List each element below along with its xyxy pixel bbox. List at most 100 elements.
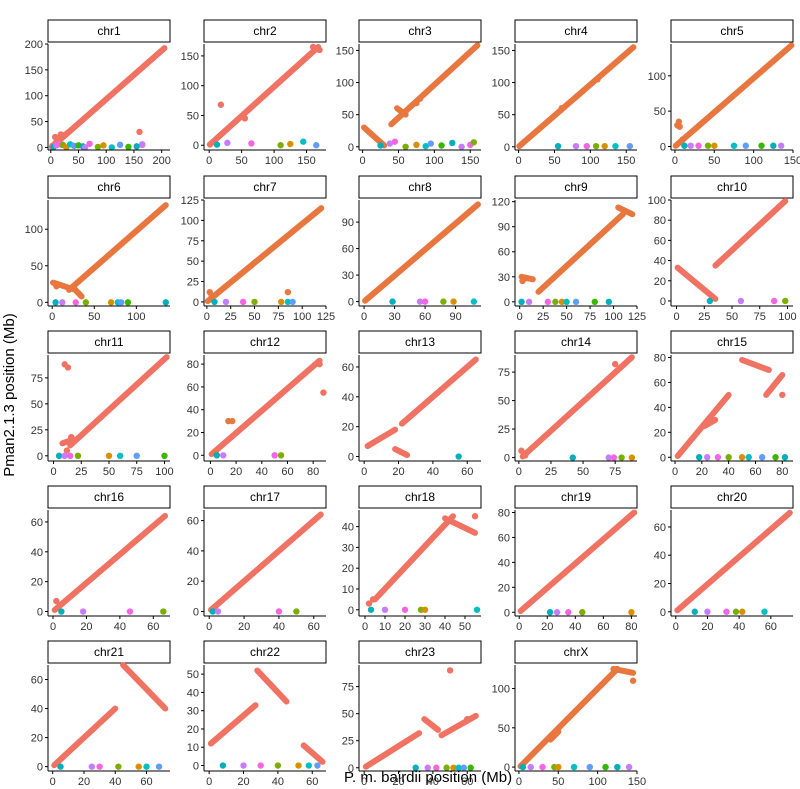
y-tick-label: 60: [498, 247, 510, 259]
panel-title: chr16: [94, 490, 124, 504]
unplaced-point: [278, 298, 285, 306]
panel-chrX: chrX 0 50 100 0 50 100 150: [492, 640, 646, 788]
panel-strip: [358, 330, 482, 354]
y-tick-label: 50: [498, 396, 510, 408]
unplaced-point: [592, 142, 600, 150]
unplaced-point: [107, 299, 115, 306]
y-tick-label: 150: [181, 51, 199, 63]
synteny-segment: [517, 509, 638, 615]
panel-chr3: chr3 0 50 100 150 0 50 100 150: [336, 19, 482, 167]
synteny-segment: [208, 357, 323, 458]
x-tick-label: 40: [439, 621, 451, 633]
y-tick-label: 0: [193, 606, 199, 618]
x-tick-label: 20: [392, 776, 404, 788]
x-tick-label: 60: [306, 776, 318, 788]
unplaced-point: [305, 762, 313, 769]
unplaced-point: [239, 298, 247, 306]
y-tick-label: 40: [654, 256, 666, 268]
y-tick-label: 0: [37, 297, 43, 309]
panel-title: chr10: [717, 180, 747, 194]
panel-title: chr11: [94, 335, 123, 349]
panel-data: [204, 205, 325, 306]
panel-chr19: chr19 0 20 40 60 80 0 20 40 60 80: [498, 485, 638, 633]
unplaced-point: [222, 298, 230, 306]
y-tick-label: 90: [342, 217, 354, 229]
panel-title: chr23: [405, 645, 435, 659]
x-tick-label: 100: [588, 776, 606, 788]
unplaced-point: [251, 298, 258, 306]
x-tick-label: 60: [419, 311, 431, 323]
y-tick-label: 100: [648, 195, 666, 207]
y-tick-label: 10: [342, 584, 354, 596]
synteny-segment: [254, 667, 290, 705]
y-tick-label: 100: [25, 224, 43, 236]
panel-title: chr21: [94, 645, 124, 659]
x-tick-label: 75: [272, 311, 284, 323]
unplaced-point: [781, 454, 789, 461]
unplaced-point: [612, 142, 619, 150]
panel-chr20: chr20 0 20 40 60 0 20 40 60: [654, 485, 794, 633]
unplaced-point: [160, 608, 167, 615]
y-tick-label: 0: [504, 762, 510, 774]
unplaced-point: [108, 144, 115, 151]
x-tick-label: 40: [114, 621, 126, 633]
unplaced-point: [455, 453, 462, 460]
y-tick-label: 60: [31, 517, 43, 529]
panel-data: [518, 354, 636, 461]
unplaced-point: [126, 608, 134, 615]
x-tick-label: 50: [577, 466, 589, 478]
unplaced-point: [219, 762, 227, 769]
synteny-segment: [674, 264, 719, 302]
unplaced-point: [115, 763, 122, 770]
unplaced-point: [758, 454, 766, 461]
panel-strip: [203, 485, 327, 509]
x-tick-label: 40: [427, 776, 439, 788]
y-tick-label: 20: [31, 577, 43, 589]
unplaced-point: [739, 608, 746, 615]
x-tick-label: 25: [698, 311, 710, 323]
x-tick-label: 20: [230, 466, 242, 478]
unplaced-point: [552, 298, 559, 306]
x-tick-label: 150: [617, 155, 635, 167]
synteny-point: [522, 452, 529, 459]
synteny-point: [63, 447, 71, 454]
y-tick-label: 150: [25, 65, 43, 77]
unplaced-point: [723, 608, 730, 615]
y-tick-label: 125: [181, 195, 199, 207]
unplaced-point: [240, 762, 247, 769]
unplaced-point: [569, 454, 576, 461]
x-tick-label: 0: [672, 155, 678, 167]
y-tick-label: 0: [37, 607, 43, 619]
y-tick-label: 0: [660, 607, 666, 619]
panel-chr21: chr21 0 20 40 60 0 20 40 60: [31, 640, 171, 788]
unplaced-point: [74, 452, 82, 460]
y-tick-label: 100: [181, 81, 199, 93]
x-tick-label: 0: [516, 621, 522, 633]
x-tick-label: 0: [206, 621, 212, 633]
unplaced-point: [572, 298, 580, 306]
x-tick-label: 20: [80, 621, 92, 633]
panel-title: chr15: [717, 335, 747, 349]
x-tick-label: 200: [153, 155, 171, 167]
panel-chr15: chr15 0 20 40 60 80 0 20 40 60 80: [654, 330, 794, 478]
y-tick-label: 30: [342, 542, 354, 554]
y-tick-label: 20: [654, 276, 666, 288]
x-tick-label: 150: [461, 155, 479, 167]
y-tick-label: 20: [187, 576, 199, 588]
y-tick-label: 60: [31, 675, 43, 687]
x-tick-label: 75: [754, 311, 766, 323]
x-tick-label: 0: [673, 311, 679, 323]
unplaced-point: [525, 298, 533, 306]
x-tick-label: 80: [625, 621, 637, 633]
x-tick-label: 25: [75, 466, 87, 478]
panel-strip: [358, 485, 482, 509]
unplaced-point: [313, 142, 320, 149]
y-tick-label: 200: [25, 39, 43, 51]
y-tick-label: 30: [498, 272, 510, 284]
unplaced-point: [687, 142, 694, 149]
x-tick-label: 80: [776, 466, 788, 478]
panel-title: chr7: [253, 180, 277, 194]
synteny-point: [779, 391, 786, 399]
panel-title: chr4: [564, 24, 588, 38]
synteny-segment: [394, 105, 409, 118]
